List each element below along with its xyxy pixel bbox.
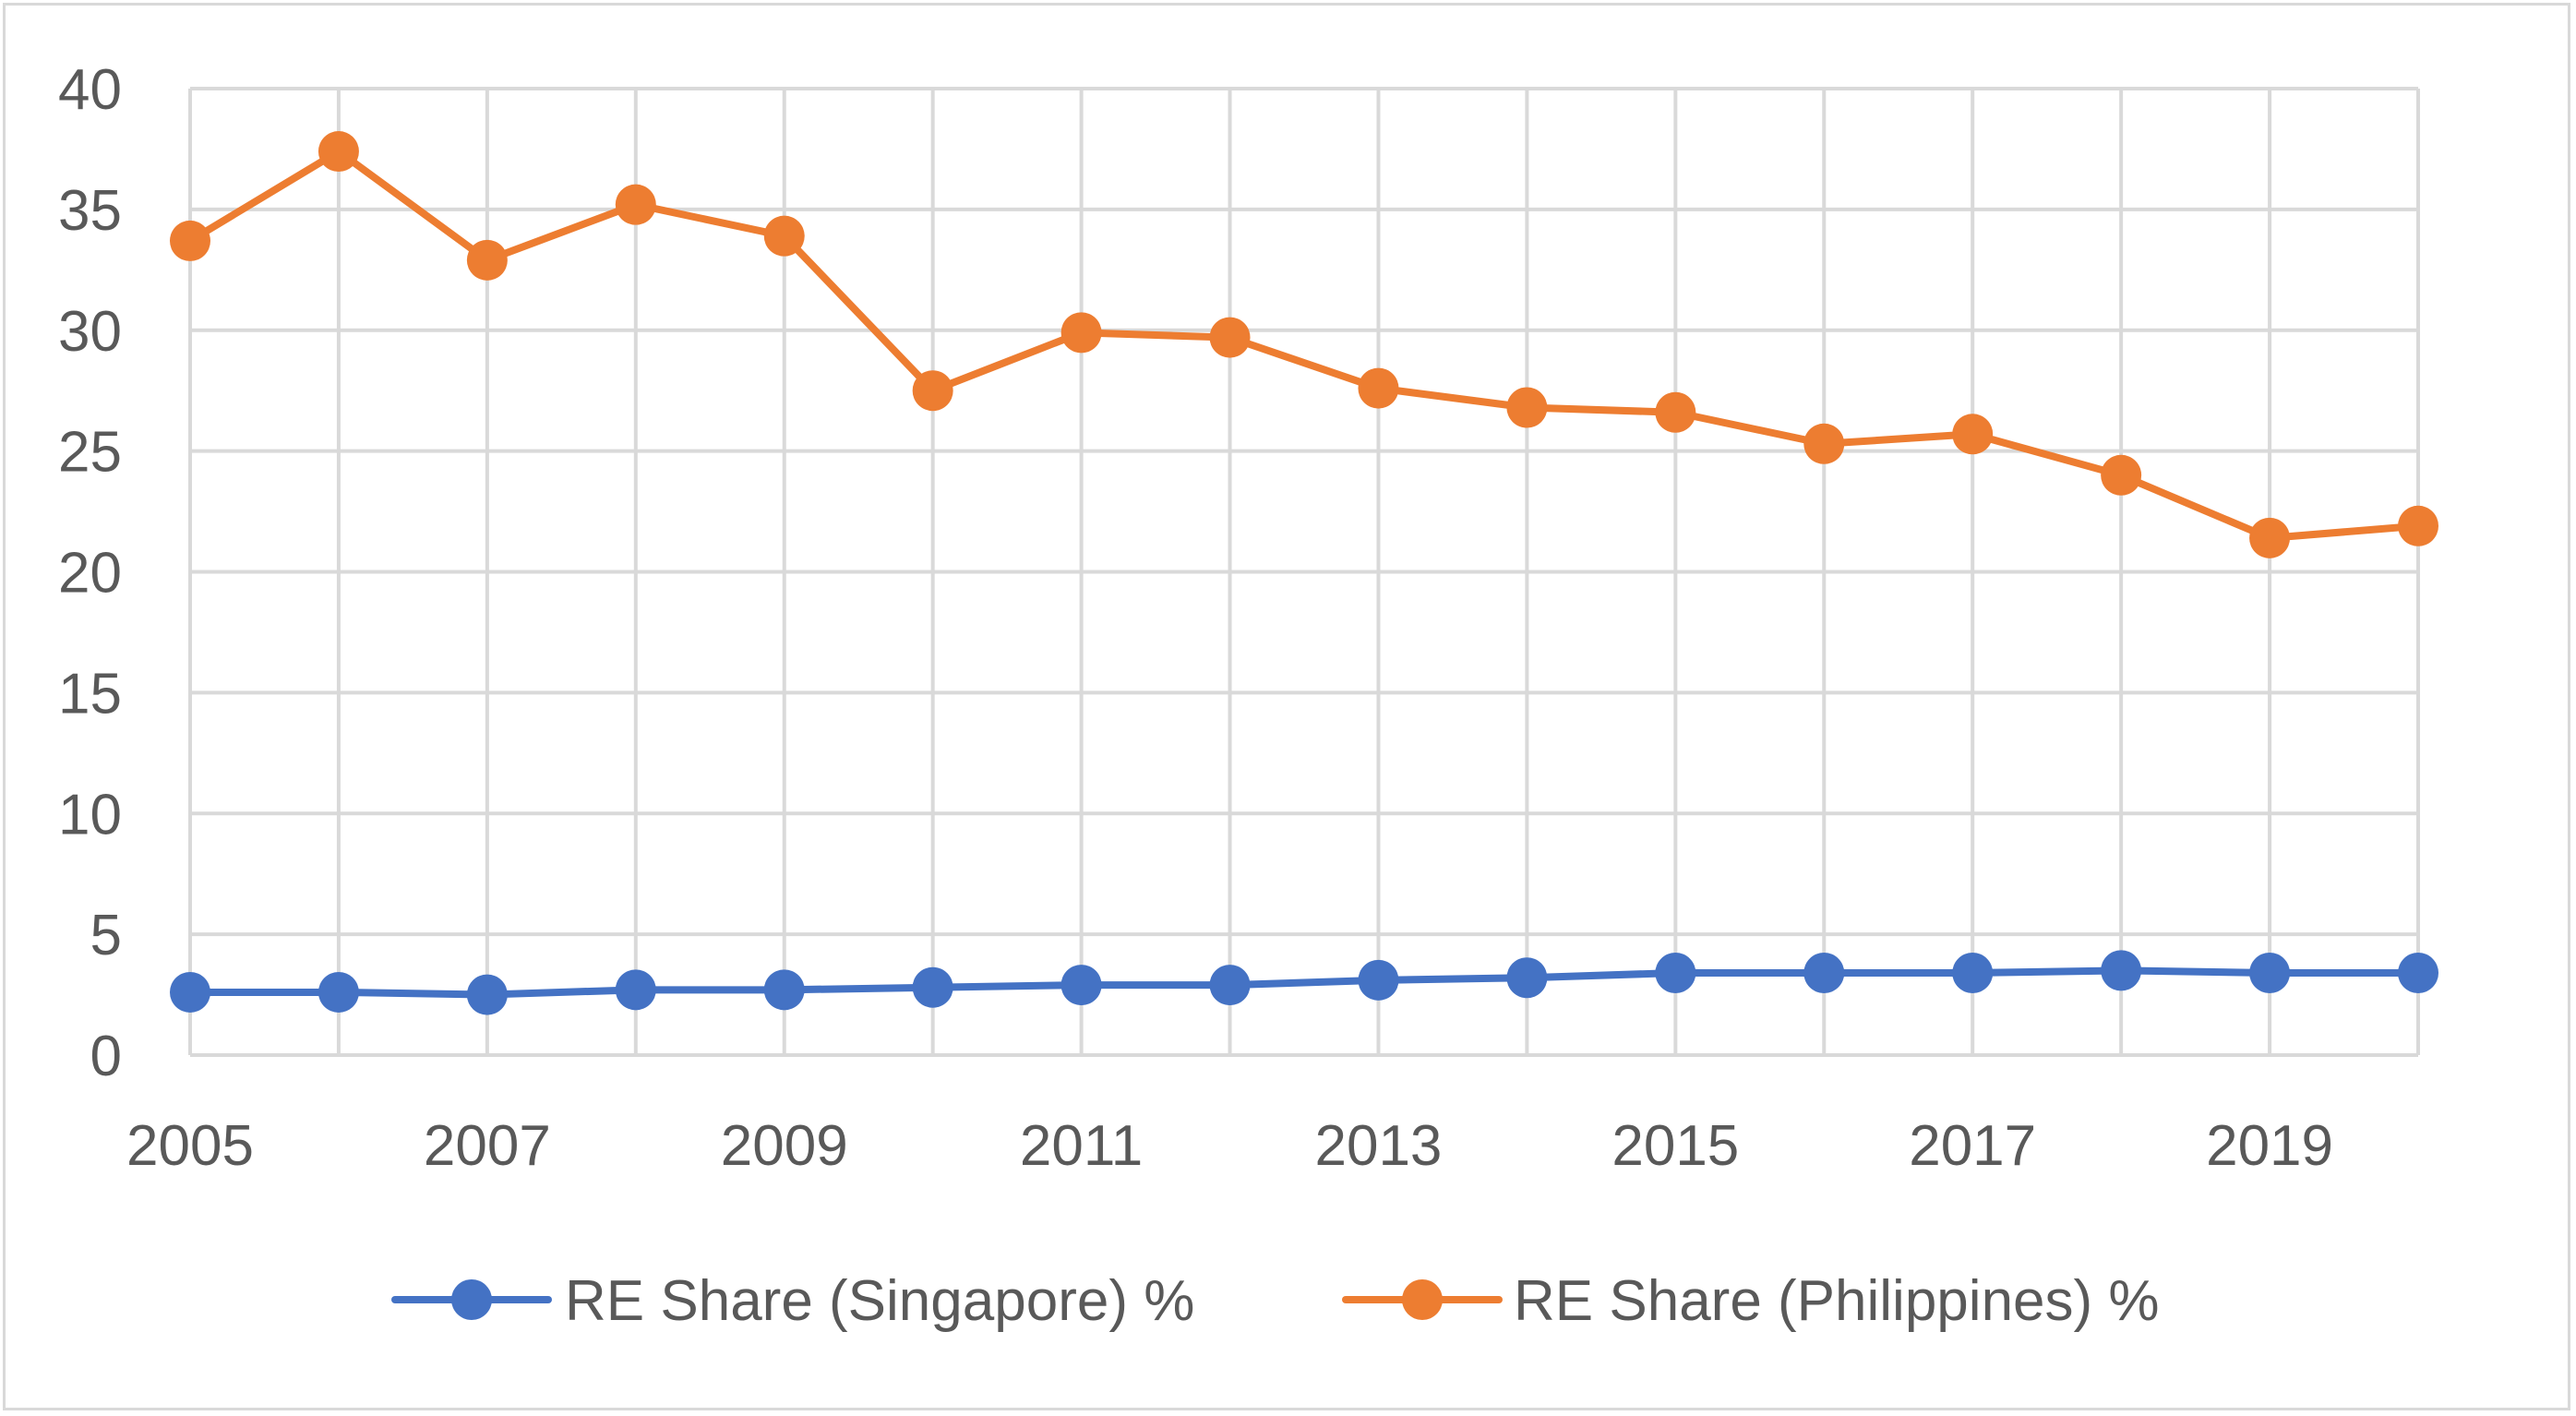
data-point — [2249, 517, 2291, 558]
data-point — [2101, 950, 2142, 991]
series-line — [186, 966, 2422, 999]
legend: RE Share (Singapore) % RE Share (Philippi… — [391, 1269, 2160, 1333]
legend-label: RE Share (Singapore) % — [565, 1269, 1194, 1333]
data-point — [912, 966, 953, 1008]
x-tick-label: 2017 — [1909, 1114, 2036, 1178]
data-point — [1209, 317, 1251, 358]
data-point — [763, 969, 805, 1011]
legend-item-singapore: RE Share (Singapore) % — [391, 1269, 1194, 1333]
legend-item-philippines: RE Share (Philippines) % — [1342, 1269, 2160, 1333]
data-point — [1803, 953, 1845, 994]
x-tick-label: 2011 — [1020, 1114, 1143, 1178]
data-point — [2249, 953, 2291, 994]
x-tick-label: 2005 — [126, 1114, 254, 1178]
data-point — [1952, 953, 1994, 994]
data-point — [1358, 367, 1399, 409]
x-tick-label: 2007 — [424, 1114, 551, 1178]
data-point — [2398, 953, 2438, 994]
data-point — [615, 969, 656, 1011]
y-tick-label: 15 — [58, 662, 122, 726]
data-point — [1060, 965, 1102, 1006]
legend-marker — [1402, 1279, 1443, 1320]
data-point — [318, 971, 359, 1013]
legend-marker — [451, 1279, 492, 1320]
x-tick-label: 2009 — [721, 1114, 848, 1178]
y-tick-label: 35 — [58, 179, 122, 243]
data-point — [763, 215, 805, 257]
series-line — [186, 148, 2422, 542]
y-tick-label: 25 — [58, 421, 122, 485]
data-point — [1358, 959, 1399, 1001]
data-point — [912, 370, 953, 412]
data-point — [1060, 312, 1102, 354]
data-point — [170, 220, 210, 261]
y-tick-label: 40 — [58, 58, 122, 122]
gridlines — [188, 87, 2420, 1057]
data-point — [2101, 454, 2142, 496]
y-tick-label: 5 — [90, 904, 122, 967]
series-singapore — [170, 950, 2438, 1015]
data-point — [615, 184, 656, 225]
data-point — [466, 239, 508, 281]
data-point — [1209, 965, 1251, 1006]
x-tick-label: 2019 — [2206, 1114, 2333, 1178]
data-point — [1506, 957, 1548, 999]
data-point — [2398, 505, 2438, 546]
chart-frame — [3, 3, 2570, 1410]
data-point — [466, 974, 508, 1015]
x-axis-tick-labels: 2005 2007 2009 2011 2013 2015 2017 2019 — [126, 1114, 2333, 1178]
data-point — [1506, 387, 1548, 428]
y-tick-label: 10 — [58, 783, 122, 846]
data-point — [170, 971, 210, 1013]
y-tick-label: 30 — [58, 300, 122, 364]
data-point — [1655, 953, 1696, 994]
data-point — [318, 131, 359, 173]
data-point — [1655, 391, 1696, 433]
data-point — [1952, 414, 1994, 455]
series-philippines — [170, 131, 2438, 558]
y-tick-label: 20 — [58, 542, 122, 606]
y-tick-label: 0 — [90, 1025, 122, 1088]
x-tick-label: 2013 — [1314, 1114, 1442, 1178]
series-layer — [170, 131, 2438, 1015]
y-axis-tick-labels: 0 5 10 15 20 25 30 35 40 — [58, 58, 122, 1088]
legend-label: RE Share (Philippines) % — [1514, 1269, 2160, 1333]
data-point — [1803, 423, 1845, 464]
x-tick-label: 2015 — [1611, 1114, 1739, 1178]
